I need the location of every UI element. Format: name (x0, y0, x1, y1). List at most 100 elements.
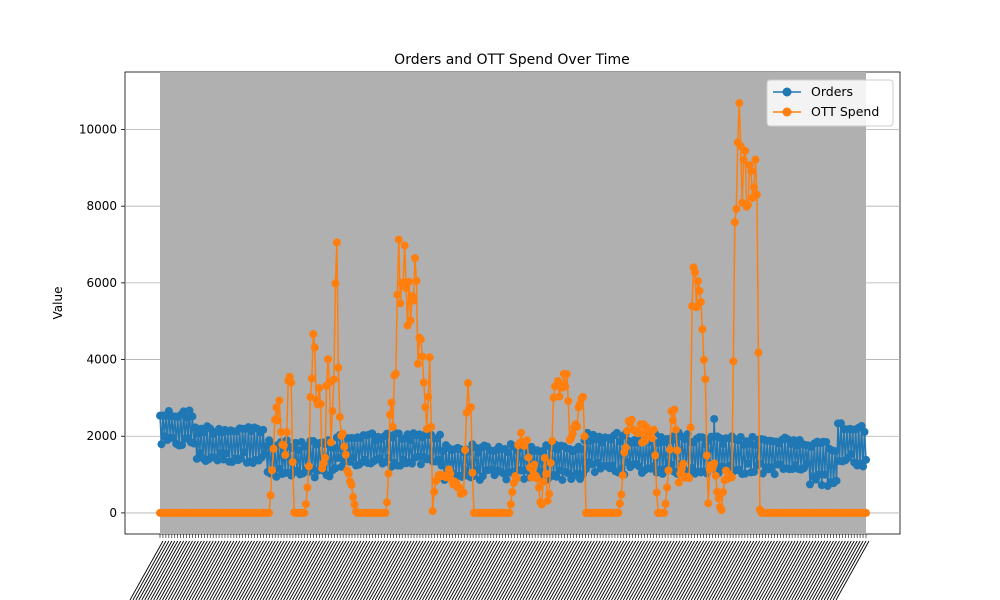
x-tick-label (265, 540, 300, 600)
ott-spend-point (506, 500, 515, 509)
x-tick-label (543, 540, 577, 600)
x-tick-label (250, 540, 285, 600)
x-tick-label (690, 540, 725, 600)
ott-spend-markers (156, 99, 870, 517)
ott-spend-point (430, 487, 439, 496)
orders-point (310, 473, 319, 482)
ott-spend-point (749, 183, 758, 192)
x-tick-label (153, 540, 188, 600)
x-tick-label (457, 540, 492, 600)
ott-spend-point (276, 428, 285, 437)
x-tick-label (817, 540, 852, 600)
ott-spend-point (704, 499, 713, 508)
legend-orders-marker (782, 87, 792, 97)
x-tick-label (720, 540, 755, 600)
ott-spend-point (418, 352, 427, 361)
ott-spend-point (304, 462, 313, 471)
ott-spend-point (427, 422, 436, 431)
orders-point (836, 419, 845, 428)
ott-spend-point (455, 483, 464, 492)
orders-point (595, 432, 604, 441)
x-tick-label (191, 540, 226, 600)
orders-point (437, 461, 446, 470)
ott-spend-point (446, 469, 455, 478)
x-tick-label (661, 540, 696, 600)
orders-point (240, 448, 249, 457)
ott-spend-point (635, 429, 644, 438)
x-tick-label (156, 540, 190, 600)
x-tick-label (806, 540, 840, 600)
ott-spend-point (400, 241, 409, 250)
orders-point (368, 429, 377, 438)
x-tick-label (339, 540, 374, 600)
ott-spend-point (413, 359, 422, 368)
ott-spend-point (668, 416, 677, 425)
ott-spend-point (615, 499, 624, 508)
ott-spend-point (466, 403, 475, 412)
ott-spend-point (727, 473, 736, 482)
ott-spend-point (316, 399, 325, 408)
ott-spend-point (679, 459, 688, 468)
x-tick-label (297, 540, 332, 600)
ott-spend-point (265, 508, 274, 517)
orders-point (179, 407, 188, 416)
x-tick-label (664, 540, 699, 600)
y-tick-label: 2000 (86, 429, 117, 443)
ott-spend-point (412, 276, 421, 285)
x-tick-label (546, 540, 580, 600)
ott-spend-point (665, 445, 674, 454)
ott-spend-point (744, 200, 753, 209)
x-tick-label (587, 540, 622, 600)
ott-spend-point (701, 375, 710, 384)
orders-point (189, 439, 198, 448)
x-tick-label (835, 540, 870, 600)
x-tick-label (230, 540, 264, 600)
orders-point (237, 454, 246, 463)
x-tick-label (625, 540, 660, 600)
x-tick-marks (129, 534, 870, 600)
ott-spend-point (303, 483, 312, 492)
x-tick-label (422, 540, 456, 600)
ott-spend-point (272, 403, 281, 412)
ott-spend-point (674, 478, 683, 487)
orders-point (403, 430, 412, 439)
x-tick-label (144, 540, 179, 600)
ott-spend-point (618, 471, 627, 480)
x-tick-label (510, 540, 545, 600)
x-tick-label (749, 540, 784, 600)
ott-spend-point (573, 422, 582, 431)
ott-spend-point (321, 453, 330, 462)
ott-spend-point (421, 403, 430, 412)
x-tick-label (377, 540, 412, 600)
orders-point (517, 466, 526, 475)
x-tick-label (758, 540, 793, 600)
x-tick-label (776, 540, 811, 600)
ott-spend-point (735, 99, 744, 108)
ott-spend-point (409, 296, 418, 305)
x-tick-label (419, 540, 453, 600)
ott-spend-point (326, 438, 335, 447)
ott-spend-point (568, 429, 577, 438)
orders-point (770, 470, 779, 479)
ott-spend-point (696, 298, 705, 307)
x-tick-label (540, 540, 574, 600)
ott-spend-point (279, 441, 288, 450)
ott-spend-point (382, 498, 391, 507)
ott-spend-point (335, 412, 344, 421)
ott-spend-point (324, 355, 333, 364)
x-tick-label (489, 540, 524, 600)
ott-spend-point (673, 446, 682, 455)
x-tick-label (608, 540, 642, 600)
x-tick-label (495, 540, 530, 600)
ott-spend-point (649, 425, 658, 434)
x-tick-label (744, 540, 778, 600)
x-tick-label (309, 540, 344, 600)
orders-point (185, 406, 194, 415)
ott-spend-point (543, 496, 552, 505)
orders-point (832, 476, 841, 485)
x-tick-label (283, 540, 317, 600)
orders-point (860, 427, 869, 436)
x-tick-label (200, 540, 235, 600)
y-tick-label: 10000 (79, 123, 117, 137)
x-tick-label (159, 540, 193, 600)
